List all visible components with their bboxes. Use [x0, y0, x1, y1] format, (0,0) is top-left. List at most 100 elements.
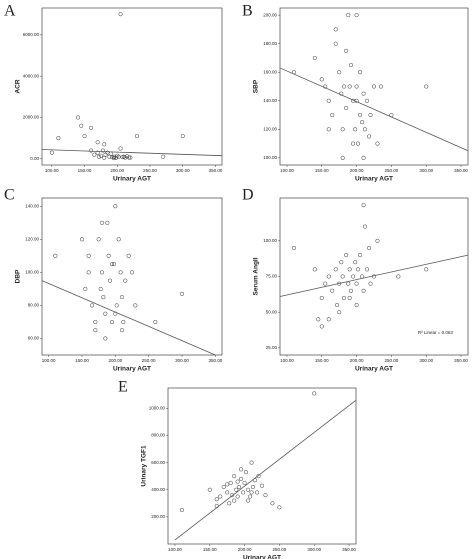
data-point [255, 490, 260, 495]
data-point [337, 310, 342, 315]
y-tick-label: 75.00 [266, 274, 278, 279]
x-tick-label: 250.00 [142, 358, 156, 363]
x-tick-label: 350.00 [209, 168, 223, 173]
x-tick-label: 300.00 [419, 358, 433, 363]
data-point [319, 295, 324, 300]
x-tick-label: 100.00 [280, 168, 294, 173]
y-axis-label: Serum AngII [253, 257, 260, 295]
data-point [111, 156, 117, 161]
data-point [96, 154, 101, 159]
data-point [333, 27, 338, 32]
data-point [344, 48, 349, 53]
data-point [239, 467, 244, 472]
data-point [351, 274, 356, 279]
y-tick-label: 60.00 [28, 336, 40, 341]
x-tick-label: 250.00 [385, 168, 399, 173]
data-point [348, 63, 354, 68]
data-point [118, 146, 123, 151]
data-point [121, 319, 126, 324]
data-point [113, 155, 119, 160]
data-point [355, 141, 361, 146]
x-tick-label: 300.00 [176, 168, 190, 173]
data-point [119, 295, 125, 300]
data-point [126, 253, 131, 258]
x-tick-label: 300.00 [175, 358, 189, 363]
data-point [108, 151, 113, 156]
data-point [319, 324, 324, 329]
y-tick-label: 0.00 [30, 156, 39, 161]
y-tick-label: 400.00 [151, 487, 165, 492]
data-point [95, 150, 100, 155]
data-point [340, 274, 345, 279]
data-point [118, 270, 123, 275]
data-point [326, 274, 331, 279]
y-tick-label: 6000.00 [23, 32, 40, 37]
plot-frame [167, 387, 357, 545]
panel-label: B [242, 3, 253, 20]
x-tick-label: 150.00 [75, 358, 89, 363]
data-point [347, 84, 352, 89]
data-point [375, 238, 380, 243]
x-tick-label: 200.00 [350, 168, 364, 173]
data-point [96, 237, 101, 242]
data-point [129, 270, 135, 275]
data-point [98, 153, 103, 158]
data-point [232, 498, 237, 503]
data-point [330, 288, 335, 293]
data-point [361, 155, 366, 160]
data-point [106, 253, 111, 258]
data-point [344, 105, 349, 110]
data-point [218, 494, 223, 499]
y-tick-label: 120.00 [263, 127, 277, 132]
panel-label: A [4, 3, 16, 20]
plot-frame [41, 7, 223, 166]
x-axis-label: Urinary AGT [355, 366, 393, 373]
data-point [424, 84, 429, 89]
x-tick-label: 100.00 [280, 358, 294, 363]
x-axis-label: Urinary AGT [355, 176, 393, 183]
data-point [134, 134, 139, 139]
data-point [263, 493, 268, 498]
data-point [378, 84, 384, 89]
x-tick-label: 200.00 [110, 168, 124, 173]
data-point [103, 336, 108, 341]
data-point [92, 152, 97, 157]
data-point [323, 281, 328, 286]
data-point [114, 303, 119, 308]
data-point [342, 84, 347, 89]
data-point [79, 123, 84, 128]
fit-line [41, 149, 223, 157]
x-tick-label: 300.00 [307, 547, 321, 552]
panel-label: E [118, 379, 128, 396]
data-point [312, 55, 317, 61]
y-tick-label: 140.00 [263, 98, 277, 103]
data-point [234, 487, 239, 492]
y-axis-label: SBP [253, 79, 260, 93]
data-point [354, 13, 359, 18]
data-point [86, 253, 91, 258]
data-point [225, 482, 230, 487]
data-point [326, 317, 331, 322]
data-point [342, 295, 347, 300]
data-point [270, 501, 275, 506]
data-point [230, 493, 235, 498]
data-point [354, 281, 359, 286]
data-point [346, 13, 351, 18]
y-tick-label: 160.00 [263, 69, 277, 74]
data-point [337, 70, 342, 75]
x-tick-label: 150.00 [315, 358, 329, 363]
x-tick-label: 200.00 [350, 358, 364, 363]
data-point [424, 267, 429, 272]
data-point [368, 112, 373, 118]
y-tick-label: 100.00 [263, 238, 277, 243]
data-point [89, 303, 95, 308]
y-axis-label: DBP [15, 269, 22, 283]
data-point [49, 150, 54, 155]
annotation: R² Linear = 0.063 [418, 330, 453, 335]
data-point [326, 127, 331, 132]
data-point [277, 505, 282, 510]
data-point [179, 291, 185, 296]
data-point [89, 148, 94, 153]
data-point [243, 470, 249, 475]
